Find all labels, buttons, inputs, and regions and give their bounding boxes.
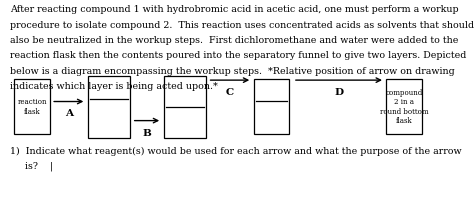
- Text: C: C: [226, 88, 234, 97]
- Bar: [254, 79, 289, 134]
- Text: |: |: [50, 160, 53, 170]
- Text: D: D: [334, 88, 344, 97]
- Text: After reacting compound 1 with hydrobromic acid in acetic acid, one must perform: After reacting compound 1 with hydrobrom…: [10, 5, 459, 14]
- Text: B: B: [143, 128, 151, 137]
- Bar: [164, 76, 206, 138]
- Text: reaction flask then the contents poured into the separatory funnel to give two l: reaction flask then the contents poured …: [10, 51, 467, 60]
- Text: 1)  Indicate what reagent(s) would be used for each arrow and what the purpose o: 1) Indicate what reagent(s) would be use…: [10, 146, 462, 155]
- Text: below is a diagram encompassing the workup steps.  *Relative position of arrow o: below is a diagram encompassing the work…: [10, 67, 455, 76]
- Bar: [386, 79, 422, 134]
- Text: A: A: [65, 109, 73, 118]
- Bar: [88, 76, 130, 138]
- Text: is?: is?: [10, 161, 38, 170]
- Text: also be neutralized in the workup steps.  First dichloromethane and water were a: also be neutralized in the workup steps.…: [10, 36, 459, 45]
- Text: indicates which layer is being acted upon.*: indicates which layer is being acted upo…: [10, 82, 219, 91]
- Text: reaction
flask: reaction flask: [17, 98, 47, 115]
- Text: compound
2 in a
round bottom
flask: compound 2 in a round bottom flask: [380, 89, 428, 124]
- Bar: [14, 79, 50, 134]
- Text: procedure to isolate compound 2.  This reaction uses concentrated acids as solve: procedure to isolate compound 2. This re…: [10, 20, 474, 29]
